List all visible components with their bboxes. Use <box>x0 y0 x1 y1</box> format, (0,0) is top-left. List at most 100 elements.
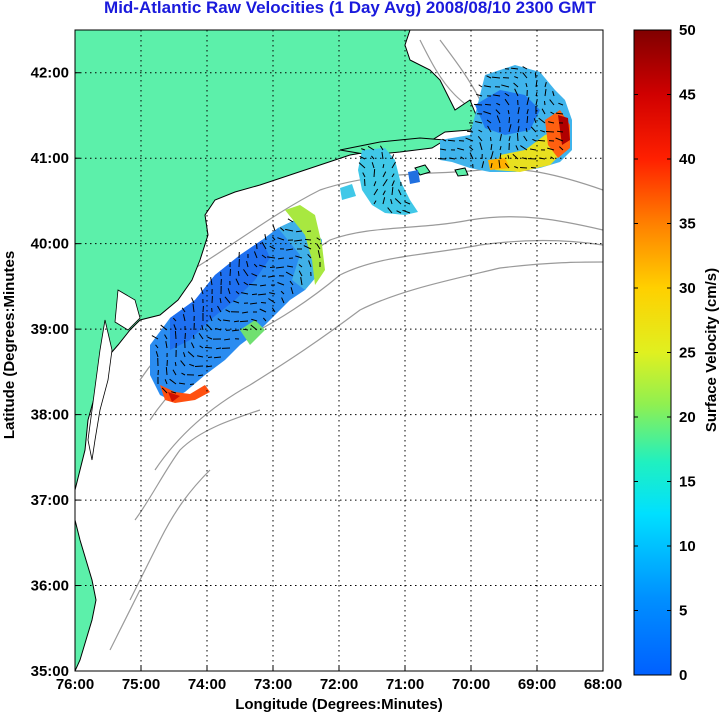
velocity-arrow <box>540 129 546 133</box>
velocity-arrow <box>231 329 240 332</box>
velocity-arrow <box>514 76 519 79</box>
velocity-arrow <box>373 181 377 187</box>
velocity-arrow <box>259 264 267 268</box>
colorbar-tick-label: 40 <box>679 151 696 168</box>
velocity-arrow <box>513 82 519 88</box>
velocity-arrow <box>555 137 564 142</box>
y-tick-label: 37:00 <box>31 492 69 509</box>
velocity-arrow <box>295 230 303 233</box>
velocity-arrow <box>530 126 537 133</box>
velocity-arrow <box>303 245 312 250</box>
velocity-arrow <box>525 83 528 88</box>
velocity-arrow <box>164 379 168 385</box>
velocity-arrow <box>192 334 195 340</box>
velocity-arrow <box>198 332 204 340</box>
velocity-arrow <box>262 317 267 322</box>
x-tick-label: 76:00 <box>56 676 94 693</box>
velocity-arrow <box>241 292 249 295</box>
velocity-arrow <box>510 67 519 70</box>
velocity-arrow <box>182 314 186 322</box>
velocity-arrow <box>253 251 258 259</box>
velocity-arrow <box>473 103 483 106</box>
x-tick-label: 75:00 <box>122 676 160 693</box>
velocity-arrow <box>526 97 530 106</box>
velocity-arrow <box>496 102 501 106</box>
velocity-arrow <box>519 166 528 169</box>
velocity-arrow <box>544 89 547 97</box>
y-tick-label: 40:00 <box>31 236 69 253</box>
y-tick-label: 42:00 <box>31 65 69 82</box>
velocity-arrow <box>382 197 386 205</box>
velocity-arrow <box>300 277 303 286</box>
velocity-arrow <box>267 256 276 259</box>
velocity-arrow <box>200 287 204 295</box>
velocity-arrow <box>280 290 285 295</box>
velocity-arrow <box>490 143 493 151</box>
velocity-arrow <box>390 199 393 205</box>
colorbar-tick-label: 5 <box>679 603 687 620</box>
velocity-arrow <box>285 271 294 277</box>
velocity-arrow <box>174 361 177 367</box>
colorbar-tick-label: 50 <box>679 22 696 39</box>
y-tick-label: 35:00 <box>31 663 69 680</box>
velocity-arrow <box>499 146 502 151</box>
velocity-arrow <box>235 278 240 286</box>
velocity-arrow <box>532 138 537 142</box>
velocity-arrow <box>201 325 204 331</box>
x-tick-label: 72:00 <box>320 676 358 693</box>
velocity-arrow <box>555 112 564 115</box>
velocity-arrow <box>468 146 474 151</box>
velocity-arrow <box>259 308 267 313</box>
velocity-arrow <box>192 303 195 313</box>
velocity-arrow <box>398 189 402 196</box>
velocity-arrow <box>151 335 159 340</box>
velocity-arrow <box>197 355 204 358</box>
velocity-arrow <box>264 234 267 241</box>
velocity-arrow <box>478 129 483 133</box>
velocity-arrow <box>379 145 384 151</box>
velocity-arrow <box>359 155 366 160</box>
y-tick-label: 38:00 <box>31 407 69 424</box>
velocity-arrow <box>281 297 285 304</box>
velocity-arrow <box>489 136 492 142</box>
velocity-arrow <box>548 121 555 124</box>
velocity-arrow <box>501 84 510 88</box>
velocity-arrow <box>469 152 474 160</box>
velocity-arrow <box>272 236 276 241</box>
velocity-arrow <box>487 125 492 133</box>
velocity-arrow <box>161 387 168 394</box>
velocity-arrow <box>495 109 501 115</box>
velocity-arrow <box>514 166 519 169</box>
velocity-arrow <box>251 273 258 277</box>
velocity-arrow <box>550 156 555 160</box>
velocity-arrow <box>530 166 537 169</box>
velocity-arrow <box>210 277 213 286</box>
velocity-arrow <box>269 292 276 295</box>
velocity-arrow <box>490 163 493 169</box>
velocity-arrow <box>508 124 512 133</box>
velocity-arrow <box>367 145 375 151</box>
velocity-arrow <box>286 248 294 251</box>
delaware-bay <box>114 289 141 331</box>
velocity-arrow <box>279 227 285 232</box>
x-axis: 76:00 75:00 74:00 73:00 72:00 71:00 70:00 69:00… <box>56 666 622 693</box>
velocity-arrow <box>317 250 321 259</box>
colorbar-tick-label: 30 <box>679 280 696 297</box>
velocity-arrow <box>478 84 483 88</box>
velocity-arrow <box>257 293 267 296</box>
velocity-arrow <box>404 201 411 205</box>
x-tick-label: 73:00 <box>254 676 292 693</box>
velocity-arrow <box>493 94 501 97</box>
velocity-arrow <box>209 315 213 322</box>
velocity-arrow <box>477 136 483 142</box>
velocity-arrow <box>189 383 195 386</box>
velocity-arrow <box>465 137 474 142</box>
velocity-arrow <box>504 162 510 169</box>
velocity-arrow <box>237 270 240 277</box>
velocity-arrow <box>523 135 528 142</box>
velocity-arrow <box>391 180 395 187</box>
x-tick-label: 74:00 <box>188 676 226 693</box>
velocity-arrow <box>479 142 483 151</box>
velocity-arrow <box>402 209 411 214</box>
velocity-arrow <box>460 156 465 160</box>
